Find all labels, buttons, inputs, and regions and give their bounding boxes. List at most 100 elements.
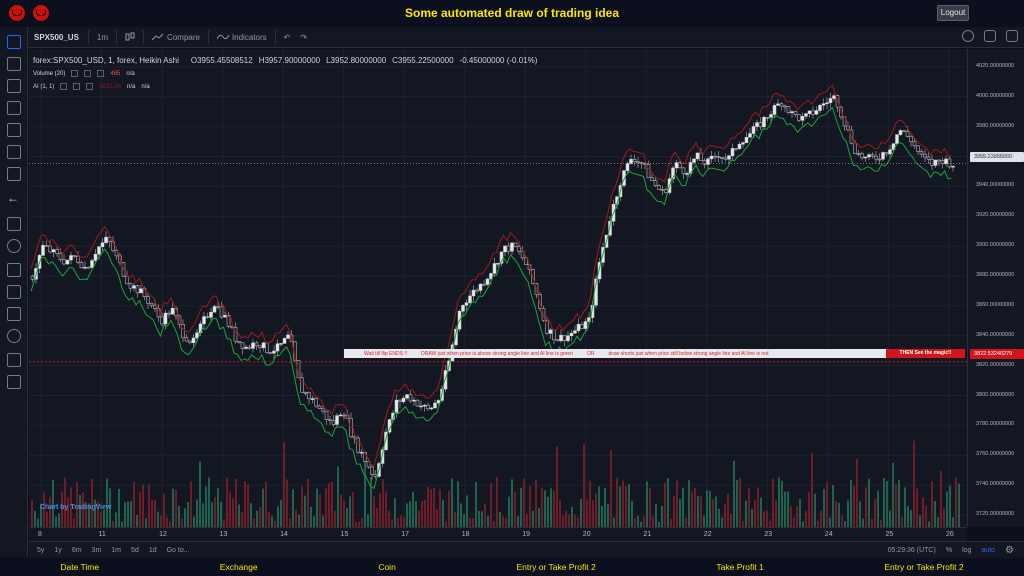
camera-snapshot-icon[interactable] (1006, 30, 1018, 42)
percent-toggle[interactable]: % (945, 546, 953, 554)
candle-body (926, 156, 931, 160)
volume-indicator-label[interactable]: Volume (20) (33, 70, 66, 77)
undo-button[interactable]: ↶ (283, 32, 291, 42)
legend-series-title[interactable]: forex:SPX500_USD, 1, forex, Heikin Ashi (33, 56, 179, 65)
volume-bar (871, 518, 873, 527)
indicator-settings-icon[interactable] (73, 83, 81, 90)
zoom-in-icon[interactable] (7, 239, 21, 253)
footer-entry-tp2-a[interactable]: Entry or Take Profit 2 (516, 562, 596, 572)
volume-bar (508, 496, 510, 527)
candle-body (629, 159, 633, 164)
logout-button[interactable]: Logout (937, 5, 969, 21)
volume-bar (445, 521, 447, 527)
volume-bar (706, 490, 708, 527)
volume-bar (799, 498, 801, 527)
prediction-tool-icon[interactable] (7, 167, 21, 181)
volume-bar (691, 491, 693, 527)
interval-selector[interactable]: 1m (96, 32, 109, 42)
range-3m[interactable]: 3m (91, 546, 102, 554)
footer-coin[interactable]: Coin (378, 562, 396, 572)
volume-bar (802, 521, 804, 527)
volume-bar (958, 483, 960, 527)
volume-bar (472, 517, 474, 527)
text-tool-icon[interactable] (7, 123, 21, 137)
candle-body (300, 377, 304, 393)
time-tick-label: 11 (98, 531, 106, 538)
range-5d[interactable]: 5d (131, 546, 139, 554)
volume-bar (67, 497, 69, 527)
candle-body (734, 148, 738, 150)
volume-bar (319, 494, 321, 527)
candle-body (384, 431, 388, 451)
layers-icon[interactable] (7, 353, 21, 367)
footer-entry-tp2-b[interactable]: Entry or Take Profit 2 (884, 562, 964, 572)
lock-drawings-icon[interactable] (7, 285, 21, 299)
range-5y[interactable]: 5y (37, 546, 45, 554)
trend-line-icon[interactable] (7, 57, 21, 71)
candle-body (44, 245, 49, 247)
fib-tool-icon[interactable] (7, 79, 21, 93)
range-1m[interactable]: 1m (111, 546, 122, 554)
pattern-tool-icon[interactable] (7, 145, 21, 159)
indicators-button[interactable]: Indicators (212, 33, 272, 42)
volume-bar (217, 488, 219, 527)
trash-icon[interactable] (7, 375, 21, 389)
page-title: Some automated draw of trading idea (404, 6, 620, 20)
volume-bar (712, 499, 714, 527)
range-1y[interactable]: 1y (54, 546, 62, 554)
range-6m[interactable]: 6m (71, 546, 82, 554)
redo-button[interactable]: ↷ (300, 32, 308, 42)
volume-bar (199, 461, 201, 527)
ruler-icon[interactable] (7, 217, 21, 231)
volume-bar (331, 482, 333, 527)
fullscreen-icon[interactable] (984, 30, 996, 42)
settings-gear-icon[interactable] (962, 30, 974, 42)
range-1d[interactable]: 1d (148, 546, 157, 554)
footer-take-profit-1[interactable]: Take Profit 1 (716, 562, 764, 572)
candle-body (104, 236, 108, 243)
visibility-toggle-icon[interactable] (71, 70, 79, 77)
tradingview-watermark[interactable]: Chart by TradingView (40, 504, 112, 511)
settings-gear-icon[interactable]: ⚙ (1005, 544, 1014, 556)
volume-bar (349, 496, 351, 527)
price-chart-svg[interactable] (29, 49, 967, 527)
indicator-settings-icon[interactable] (84, 70, 92, 77)
back-arrow-icon[interactable]: ← (7, 191, 19, 205)
ai-indicator-label[interactable]: AI (1, 1) (33, 83, 55, 90)
footer-date-time[interactable]: Date Time (60, 562, 100, 572)
volume-bar (742, 521, 744, 527)
time-axis[interactable]: 8 11 12 13 14 15 17 18 19 20 21 22 23 24 25 26 (29, 527, 967, 541)
footer-exchange[interactable]: Exchange (219, 562, 258, 572)
candle-body (919, 151, 924, 155)
candle-body (401, 397, 406, 402)
candle-body (286, 334, 290, 339)
chart-canvas[interactable] (29, 49, 967, 527)
time-tick-label: 22 (703, 531, 712, 538)
indicator-remove-icon[interactable] (86, 83, 94, 90)
candle-body (660, 189, 665, 191)
utc-clock[interactable]: 05:29:36 (UTC) (887, 546, 936, 554)
volume-bar (64, 477, 66, 527)
volume-bar (682, 487, 684, 527)
magnet-icon[interactable] (7, 263, 21, 277)
eye-icon[interactable] (7, 329, 21, 343)
crosshair-icon[interactable] (7, 35, 21, 49)
auto-toggle[interactable]: auto (981, 546, 996, 554)
visibility-toggle-icon[interactable] (60, 83, 68, 90)
volume-bar (559, 500, 561, 527)
lock-icon[interactable] (7, 307, 21, 321)
candle-body (342, 414, 346, 417)
candle-style-button[interactable] (120, 32, 140, 42)
symbol-search[interactable]: SPX500_US (34, 32, 79, 42)
price-axis[interactable]: 3955.23855000 3822.53240279 4020.0000000… (967, 49, 1024, 527)
candle-body (510, 242, 514, 252)
log-toggle[interactable]: log (962, 546, 972, 554)
volume-bar (826, 482, 828, 527)
goto-button[interactable]: Go to... (166, 546, 190, 554)
volume-bar (832, 484, 834, 527)
volume-bar (769, 520, 771, 527)
candle-body (170, 308, 175, 315)
indicator-remove-icon[interactable] (97, 70, 105, 77)
brush-icon[interactable] (7, 101, 21, 115)
compare-button[interactable]: Compare (147, 33, 205, 42)
